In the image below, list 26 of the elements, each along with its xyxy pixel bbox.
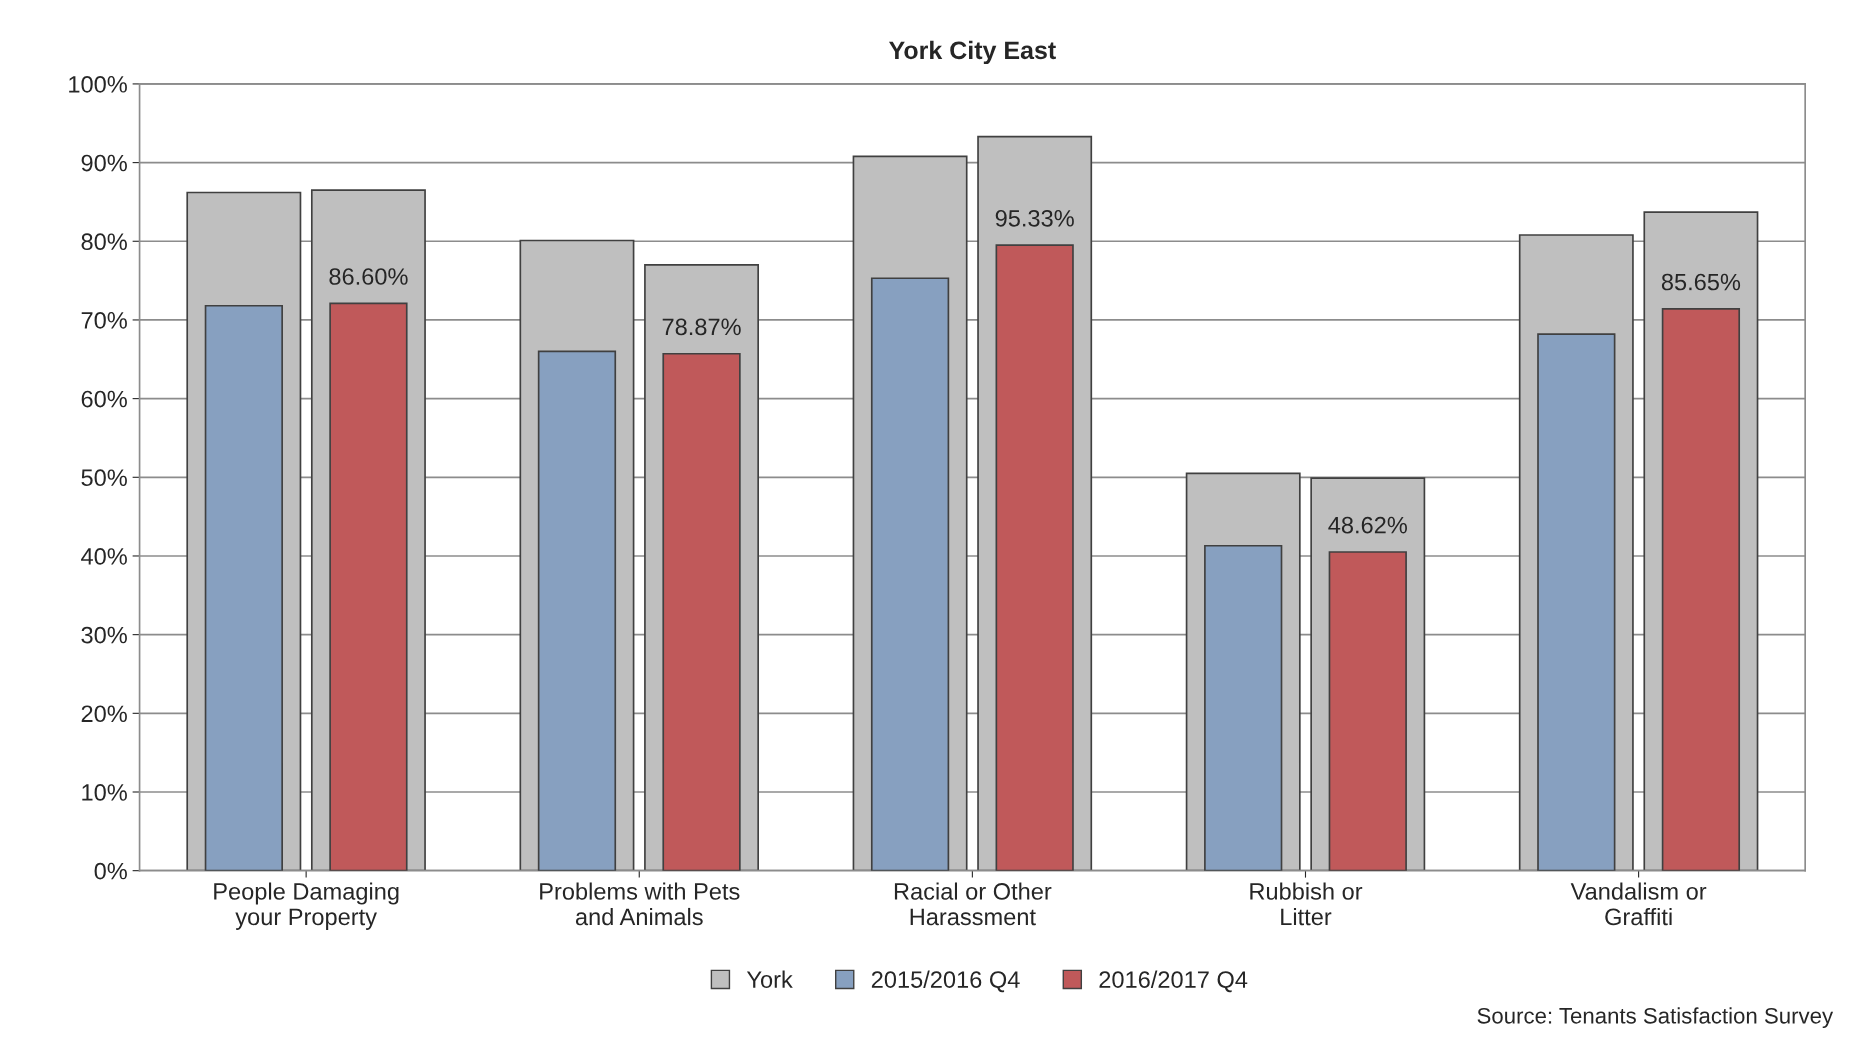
- y-tick-label: 80%: [81, 233, 127, 251]
- annotation: 78.87%: [662, 318, 741, 336]
- legend-label: 2016/2017 Q4: [1099, 970, 1248, 993]
- source-note: Source: Tenants Satisfaction Survey: [1477, 1007, 1834, 1029]
- y-tick-label: 30%: [81, 626, 127, 644]
- annotation: 85.65%: [1661, 273, 1741, 291]
- y-tick-label: 100%: [69, 75, 127, 93]
- x-tick-label: People Damaging your Property: [214, 882, 399, 930]
- legend-label: York: [746, 970, 793, 988]
- x-tick-label: Racial or Other Harassment: [894, 882, 1052, 926]
- y-tick-label: 0%: [94, 862, 127, 880]
- y-tick-label: 60%: [81, 390, 127, 408]
- y-tick-label: 40%: [81, 548, 127, 565]
- chart-title: York City East: [888, 40, 1056, 65]
- y-tick-label: 50%: [81, 469, 127, 487]
- y-tick-label: 10%: [82, 784, 127, 801]
- annotation: 86.60%: [329, 268, 408, 285]
- x-tick-label: Vandalism or Graffiti: [1570, 882, 1707, 926]
- x-tick-label: Problems with Pets and Animals: [540, 882, 740, 926]
- y-tick-label: 20%: [81, 705, 127, 723]
- annotation: 48.62%: [1328, 516, 1407, 534]
- x-tick-label: Rubbish or Litter: [1250, 882, 1363, 926]
- y-tick-label: 70%: [81, 312, 127, 329]
- legend-label: 2015/2016 Q4: [871, 970, 1020, 993]
- annotation: 95.33%: [995, 209, 1074, 227]
- y-tick-label: 90%: [81, 154, 127, 172]
